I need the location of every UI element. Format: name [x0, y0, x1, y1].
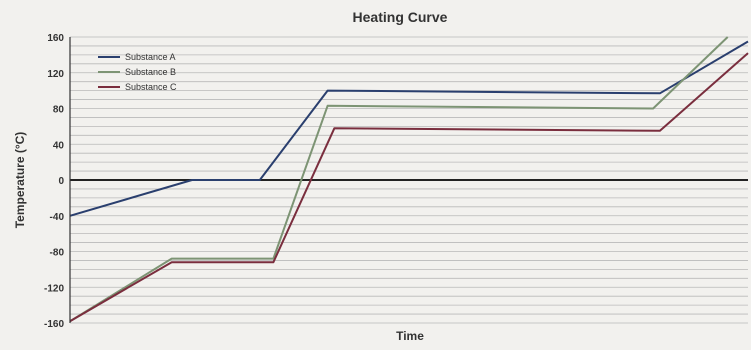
- legend-label-3: Substance C: [125, 82, 177, 92]
- series-line-2: [69, 36, 729, 323]
- grid-lines: [70, 36, 748, 324]
- y-tick-label: 160: [47, 33, 64, 44]
- x-axis-label: Time: [396, 329, 424, 343]
- y-tick-label: -160: [44, 319, 64, 330]
- y-tick-label: -120: [44, 283, 64, 294]
- y-tick-label: 80: [53, 105, 65, 116]
- y-tick-label: 120: [47, 69, 64, 80]
- y-tick-labels: 160 120 80 40 0 -40 -80 -120 -160: [44, 33, 64, 330]
- y-tick-label: 0: [58, 176, 64, 187]
- legend-label-2: Substance B: [125, 67, 176, 77]
- y-tick-label: -80: [50, 248, 65, 259]
- series-lines: [69, 36, 749, 323]
- series-line-1: [69, 40, 749, 217]
- legend: Substance A Substance B Substance C: [98, 52, 177, 92]
- y-axis-label: Temperature (°C): [13, 132, 27, 229]
- y-tick-label: 40: [53, 140, 65, 151]
- series-line-3: [69, 52, 749, 323]
- y-tick-label: -40: [50, 212, 65, 223]
- chart-title: Heating Curve: [353, 9, 448, 25]
- legend-label-1: Substance A: [125, 52, 176, 62]
